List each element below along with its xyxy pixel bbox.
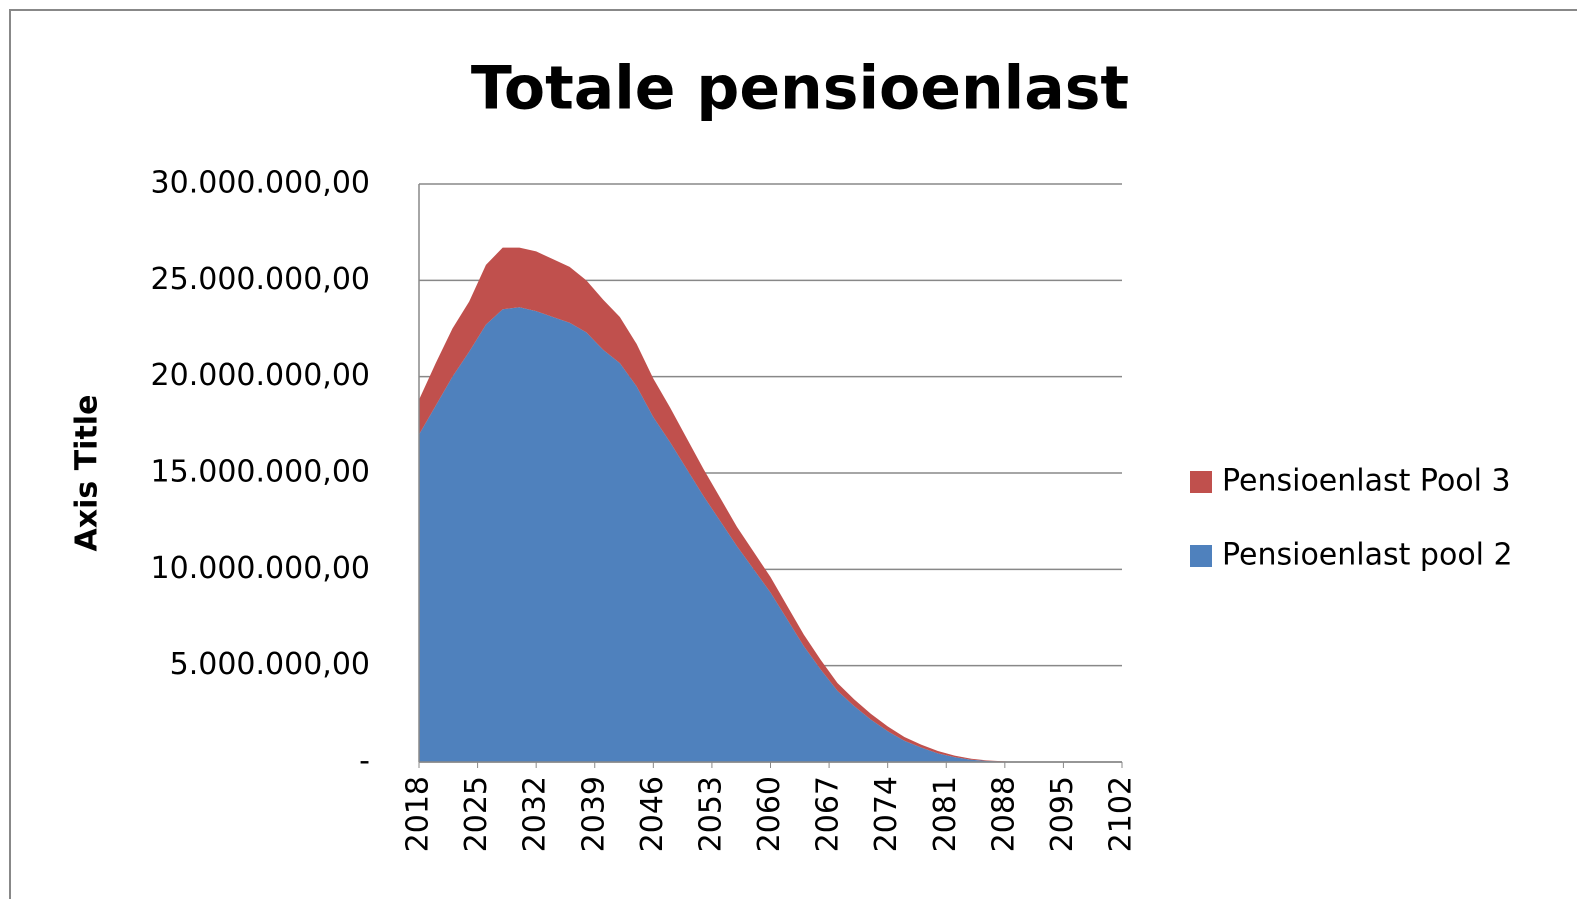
chart-title: Totale pensioenlast [471,54,1129,124]
legend-label: Pensioenlast Pool 3 [1222,464,1511,499]
y-tick-label: 10.000.000,00 [151,551,370,586]
x-tick-label: 2074 [869,776,904,852]
legend-label: Pensioenlast pool 2 [1222,538,1513,573]
x-tick-label: 2060 [752,776,787,852]
x-tick-label: 2095 [1045,776,1080,852]
x-tick-label: 2081 [928,776,963,852]
y-tick-label: - [359,744,370,779]
x-tick-label: 2032 [518,776,553,852]
area [419,307,1122,762]
x-tick-label: 2018 [401,776,436,852]
chart-frame [9,9,1577,899]
area [419,247,1122,762]
legend-swatch [1190,545,1212,567]
x-tick-label: 2088 [986,776,1021,852]
x-tick-label: 2067 [811,776,846,852]
y-tick-label: 5.000.000,00 [170,647,370,682]
x-tick-label: 2102 [1104,776,1139,852]
x-tick-label: 2053 [693,776,728,852]
x-tick-label: 2039 [576,776,611,852]
y-tick-label: 25.000.000,00 [151,262,370,297]
y-axis-title: Axis Title [70,395,105,552]
y-tick-label: 20.000.000,00 [151,358,370,393]
y-tick-label: 15.000.000,00 [151,455,370,490]
x-tick-label: 2025 [459,776,494,852]
y-tick-label: 30.000.000,00 [151,166,370,201]
x-tick-label: 2046 [635,776,670,852]
legend-swatch [1190,471,1212,493]
